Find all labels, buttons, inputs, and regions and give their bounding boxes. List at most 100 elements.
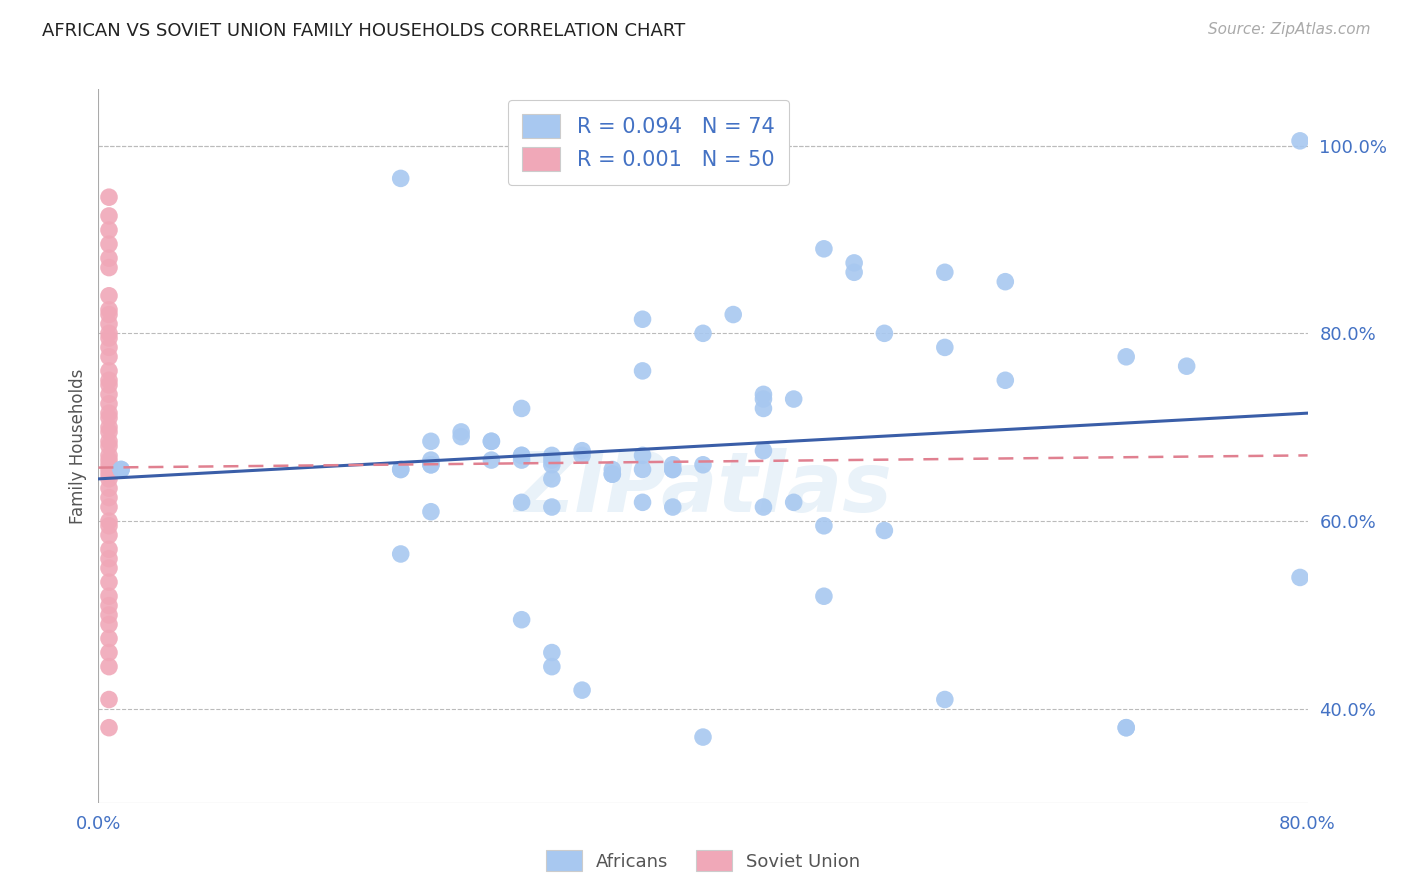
Point (602, 467, 624, 482)
Point (98, 721, 121, 735)
Point (571, 443, 593, 458)
Point (510, 449, 533, 463)
Point (98, 326, 121, 341)
Point (631, 462, 654, 476)
Point (98, 237, 121, 252)
Point (98, 575, 121, 590)
Point (752, 500, 775, 514)
Point (1115, 721, 1137, 735)
Point (1175, 359, 1198, 374)
Point (98, 500, 121, 514)
Point (1289, 570, 1312, 584)
Point (692, 730, 714, 744)
Point (98, 518, 121, 533)
Point (661, 500, 683, 514)
Point (98, 659, 121, 673)
Point (389, 547, 412, 561)
Legend: R = 0.094   N = 74, R = 0.001   N = 50: R = 0.094 N = 74, R = 0.001 N = 50 (508, 100, 789, 186)
Point (782, 495, 804, 509)
Point (98, 617, 121, 632)
Point (98, 599, 121, 613)
Point (1289, 134, 1312, 148)
Point (481, 453, 503, 467)
Point (98, 607, 121, 622)
Point (98, 387, 121, 401)
Point (98, 378, 121, 392)
Point (934, 692, 956, 706)
Point (450, 425, 472, 439)
Point (692, 326, 714, 341)
Point (389, 462, 412, 476)
Point (631, 449, 654, 463)
Point (98, 289, 121, 303)
Point (661, 462, 683, 476)
Point (98, 449, 121, 463)
Point (752, 443, 775, 458)
Point (98, 589, 121, 603)
Point (98, 551, 121, 566)
Point (873, 524, 896, 538)
Point (110, 462, 132, 476)
Point (98, 331, 121, 345)
Point (98, 646, 121, 660)
Point (813, 589, 835, 603)
Point (510, 495, 533, 509)
Point (98, 308, 121, 322)
Point (98, 251, 121, 265)
Point (571, 449, 593, 463)
Point (98, 491, 121, 505)
Point (540, 458, 562, 472)
Point (98, 260, 121, 275)
Point (873, 326, 896, 341)
Point (481, 434, 503, 449)
Point (98, 458, 121, 472)
Text: AFRICAN VS SOVIET UNION FAMILY HOUSEHOLDS CORRELATION CHART: AFRICAN VS SOVIET UNION FAMILY HOUSEHOLD… (42, 22, 686, 40)
Legend: Africans, Soviet Union: Africans, Soviet Union (538, 843, 868, 879)
Point (98, 514, 121, 528)
Point (631, 312, 654, 326)
Point (631, 364, 654, 378)
Point (98, 302, 121, 317)
Point (1115, 721, 1137, 735)
Point (98, 190, 121, 204)
Point (98, 425, 121, 439)
Point (540, 646, 562, 660)
Point (540, 449, 562, 463)
Point (450, 429, 472, 443)
Point (510, 401, 533, 416)
Point (934, 265, 956, 279)
Text: Source: ZipAtlas.com: Source: ZipAtlas.com (1208, 22, 1371, 37)
Point (98, 542, 121, 557)
Point (631, 495, 654, 509)
Point (813, 518, 835, 533)
Point (844, 265, 866, 279)
Point (98, 632, 121, 646)
Point (98, 467, 121, 482)
Point (98, 406, 121, 420)
Point (419, 434, 441, 449)
Point (98, 350, 121, 364)
Point (540, 472, 562, 486)
Point (419, 505, 441, 519)
Point (98, 373, 121, 387)
Point (481, 434, 503, 449)
Point (661, 462, 683, 476)
Point (510, 449, 533, 463)
Point (98, 472, 121, 486)
Point (752, 387, 775, 401)
Point (98, 317, 121, 331)
Point (98, 223, 121, 237)
Point (98, 340, 121, 354)
Point (844, 256, 866, 270)
Point (98, 397, 121, 411)
Point (782, 392, 804, 406)
Point (692, 458, 714, 472)
Point (752, 392, 775, 406)
Point (934, 340, 956, 354)
Point (98, 453, 121, 467)
Point (510, 453, 533, 467)
Y-axis label: Family Households: Family Households (69, 368, 87, 524)
Point (661, 458, 683, 472)
Point (98, 481, 121, 495)
Point (540, 453, 562, 467)
